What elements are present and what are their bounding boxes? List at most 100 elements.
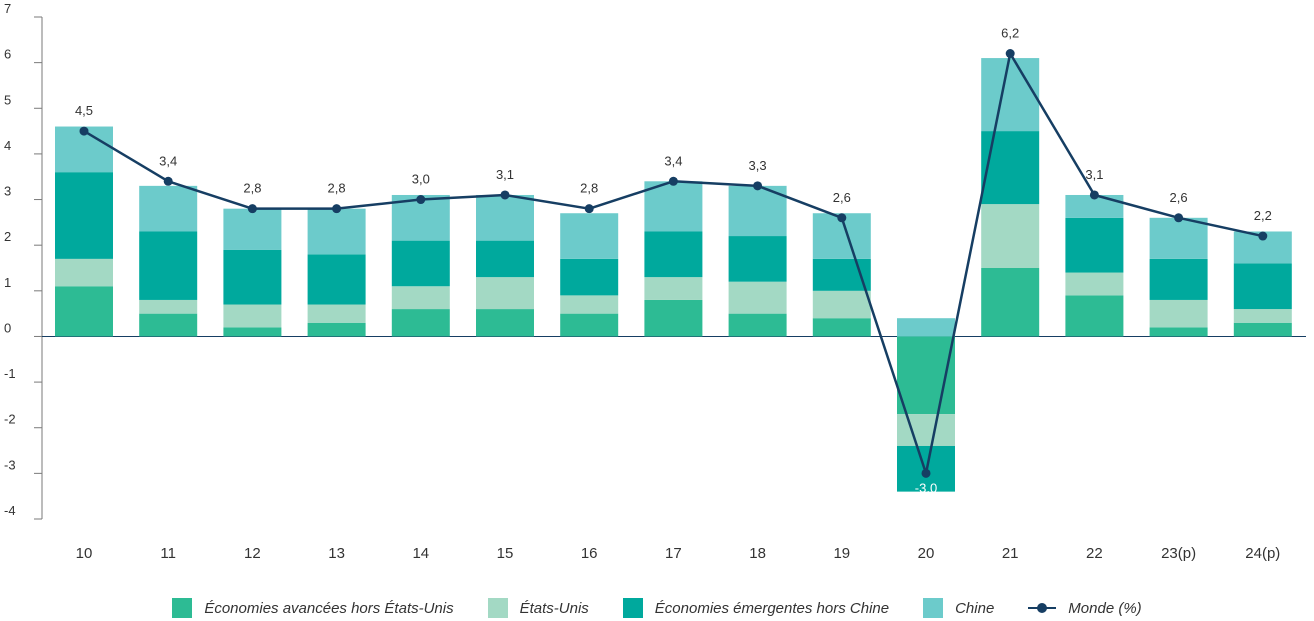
data-label: 2,8 [243, 181, 261, 196]
bar-segment-2 [560, 258, 619, 296]
x-tick-label: 18 [749, 545, 766, 562]
world-line-point [1174, 213, 1184, 223]
bars [55, 58, 1292, 492]
legend-swatch [923, 598, 944, 618]
x-tick-label: 15 [497, 545, 514, 562]
bar-segment-0 [560, 313, 619, 337]
data-label: 2,6 [833, 190, 851, 205]
x-tick-label: 10 [76, 545, 93, 562]
bar-segment-3 [307, 208, 366, 255]
data-label: -3,0 [915, 480, 937, 495]
bar-segment-1 [55, 258, 113, 287]
bar-segment-3 [897, 318, 955, 337]
legend-item-world: Monde (%) [1028, 599, 1142, 617]
y-tick-label: -2 [4, 412, 16, 427]
data-label: 2,6 [1170, 190, 1188, 205]
data-label: 3,1 [496, 167, 514, 182]
world-line-point [1258, 231, 1268, 241]
bar-segment-1 [812, 290, 871, 319]
data-label: 2,8 [328, 181, 346, 196]
bar-segment-2 [981, 131, 1040, 205]
y-tick-label: 0 [4, 320, 11, 335]
x-tick-label: 24(p) [1245, 545, 1280, 562]
y-tick-label: 5 [4, 92, 11, 107]
legend-swatch [622, 598, 643, 618]
bar-segment-2 [812, 258, 871, 291]
legend-item-us: États-Unis [487, 598, 589, 618]
bar-segment-1 [560, 295, 619, 314]
bar-segment-3 [223, 208, 282, 250]
legend-item-advanced: Économies avancées hors États-Unis [172, 598, 454, 618]
x-tick-label: 19 [833, 545, 850, 562]
bar-segment-0 [223, 327, 282, 337]
world-line-point [163, 176, 173, 186]
world-line-point [1089, 190, 1099, 200]
data-label: 2,8 [580, 181, 598, 196]
bar-segment-1 [981, 204, 1040, 268]
legend-label: Chine [955, 599, 995, 617]
data-label: 6,2 [1001, 26, 1019, 41]
bar-segment-1 [1065, 272, 1124, 296]
world-line-point [247, 204, 257, 214]
data-label: 2,2 [1254, 208, 1272, 223]
bar-segment-2 [644, 231, 703, 278]
legend-label: Économies émergentes hors Chine [654, 599, 890, 617]
legend-label: Monde (%) [1068, 599, 1142, 617]
bar-segment-1 [644, 277, 703, 300]
bar-segment-1 [476, 277, 534, 310]
y-tick-label: 1 [4, 275, 11, 290]
world-line-point [1005, 49, 1015, 59]
world-line-point [837, 213, 847, 223]
bar-segment-1 [223, 304, 282, 328]
bar-segment-1 [1149, 299, 1208, 328]
legend: Économies avancées hors États-Unis États… [0, 596, 1314, 620]
y-tick-label: 2 [4, 229, 11, 244]
bar-segment-0 [1065, 295, 1124, 337]
y-tick-label: -3 [4, 457, 16, 472]
legend-line-marker-icon [1028, 602, 1057, 614]
y-tick-label: 6 [4, 47, 11, 62]
data-label: 3,4 [159, 153, 177, 168]
x-tick-label: 21 [1002, 545, 1019, 562]
data-label: 3,3 [749, 158, 767, 173]
world-line-point [79, 126, 89, 136]
bar-segment-2 [55, 172, 113, 259]
y-tick-label: 7 [4, 1, 11, 16]
bar-segment-0 [812, 318, 871, 337]
x-tick-label: 11 [160, 545, 176, 562]
bar-segment-0 [1149, 327, 1208, 337]
world-line-point [500, 190, 510, 200]
bar-segment-2 [223, 249, 282, 305]
y-tick-label: 4 [4, 138, 11, 153]
bar-segment-0 [476, 309, 534, 337]
world-line-point [921, 468, 931, 478]
bar-segment-2 [307, 254, 366, 305]
bar-segment-2 [139, 231, 198, 300]
x-tick-label: 17 [665, 545, 682, 562]
bar-segment-1 [897, 414, 955, 446]
x-tick-label: 12 [244, 545, 261, 562]
legend-swatch [172, 598, 193, 618]
x-tick-label: 23(p) [1161, 545, 1196, 562]
y-tick-label: 3 [4, 184, 11, 199]
bar-segment-0 [728, 313, 787, 337]
bar-segment-2 [391, 240, 450, 287]
bar-segment-2 [1149, 258, 1208, 300]
bar-segment-0 [644, 299, 703, 337]
data-labels: 4,5 3,4 2,8 2,8 3,0 3,1 2,8 3,4 3,3 2,6 -3,0 6,2 3,1… [75, 26, 1272, 496]
bar-segment-1 [139, 299, 198, 314]
bar-segment-3 [139, 185, 198, 232]
bar-segment-1 [728, 281, 787, 314]
data-label: 4,5 [75, 103, 93, 118]
world-growth-line [79, 49, 1268, 478]
bar-segment-1 [1233, 309, 1292, 323]
world-line-point [416, 195, 426, 205]
data-label: 3,0 [412, 172, 430, 187]
x-tick-label: 16 [581, 545, 598, 562]
bar-segment-2 [1065, 217, 1124, 273]
bar-segment-2 [728, 236, 787, 282]
bar-segment-3 [981, 58, 1040, 132]
legend-item-china: Chine [923, 598, 994, 618]
bar-segment-3 [476, 194, 534, 241]
